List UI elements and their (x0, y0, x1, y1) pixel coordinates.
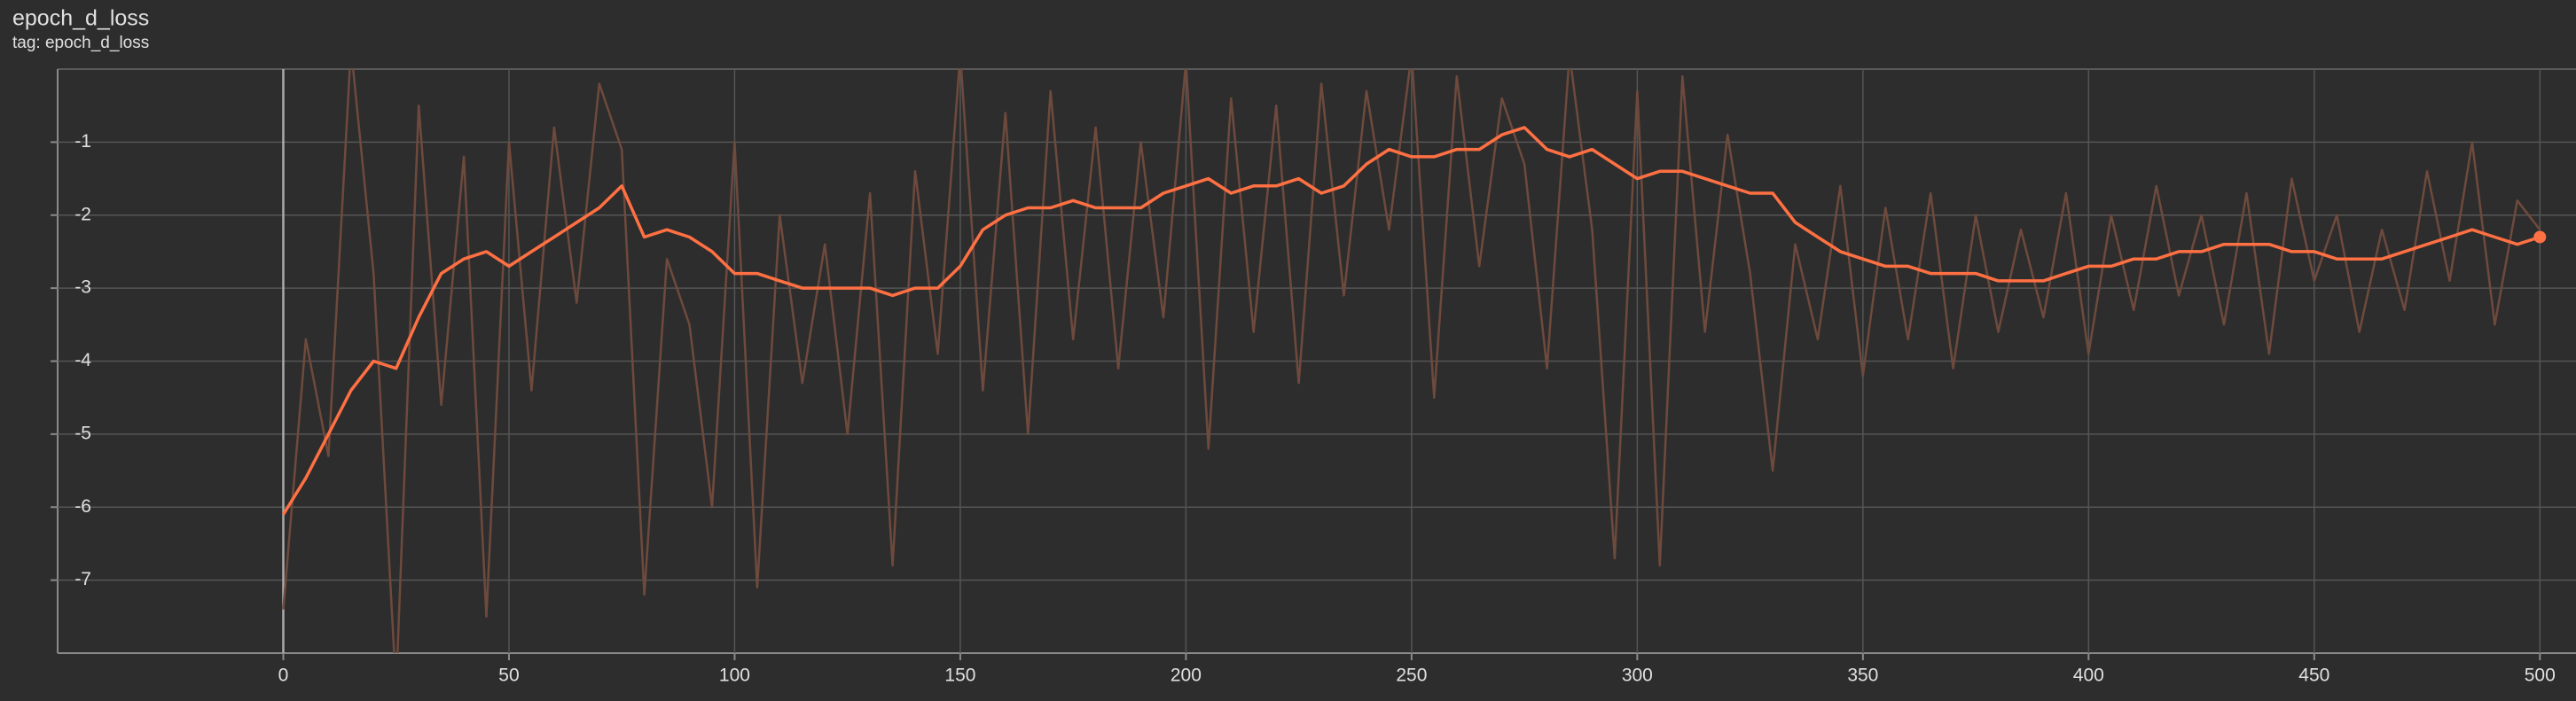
x-tick-label: 0 (278, 666, 289, 686)
smoothed-line (282, 126, 2541, 516)
y-tick-label: -1 (74, 131, 91, 152)
raw-line (282, 69, 2541, 653)
y-tick-label: -7 (74, 569, 91, 589)
y-tick-label: -4 (74, 350, 91, 370)
plot-area (282, 69, 2541, 653)
x-tick-label: 500 (2525, 666, 2556, 686)
x-tick-label: 100 (719, 666, 750, 686)
x-tick-label: 150 (944, 666, 975, 686)
x-tick-label: 350 (1847, 666, 1878, 686)
y-tick-label: -3 (74, 277, 91, 298)
x-tick-label: 400 (2073, 666, 2104, 686)
chart-subtitle: tag: epoch_d_loss (12, 34, 149, 52)
x-tick-label: 50 (498, 666, 519, 686)
chart-title: epoch_d_loss (12, 6, 149, 31)
x-tick-label: 450 (2298, 666, 2329, 686)
endpoint-marker (2533, 230, 2547, 244)
x-tick-label: 300 (1622, 666, 1653, 686)
x-tick-label: 250 (1396, 666, 1427, 686)
y-tick-label: -2 (74, 204, 91, 224)
y-tick-label: -5 (74, 423, 91, 443)
x-tick-label: 200 (1171, 666, 1202, 686)
y-tick-label: -6 (74, 496, 91, 517)
